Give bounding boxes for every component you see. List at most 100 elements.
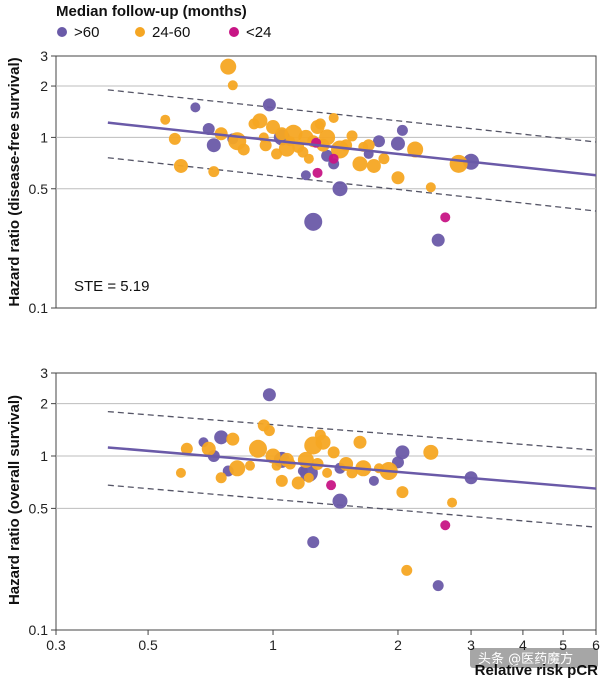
dfs-data-points: [160, 58, 480, 247]
dfs-regression: [107, 121, 597, 177]
os-point: [265, 448, 281, 464]
dfs-point: [227, 80, 238, 91]
dfs-point: [332, 181, 348, 197]
dfs-point: [220, 58, 237, 75]
os-point: [315, 434, 331, 450]
dfs-point: [378, 153, 390, 165]
x-tick-label: 1: [269, 637, 277, 653]
os-y-tick-label: 1: [40, 448, 48, 464]
dfs-point: [262, 98, 276, 112]
legend-swatch-24-60: [135, 27, 145, 37]
x-axis-label: Relative risk pCR: [475, 662, 599, 679]
dfs-point: [362, 139, 375, 152]
os-y-ticks: 3 2 1 0.5 0.1: [29, 365, 56, 638]
watermark-backdrop: [470, 648, 598, 668]
os-regression: [107, 446, 597, 490]
dfs-point: [314, 118, 326, 130]
os-point: [180, 442, 193, 455]
os-lower-bound-line: [107, 484, 597, 528]
dfs-point: [284, 124, 303, 143]
dfs-point: [372, 135, 385, 148]
os-y-axis-label: Hazard ratio (overall survival): [6, 395, 23, 605]
dfs-point: [391, 171, 405, 185]
os-point: [248, 439, 267, 458]
x-tick-label: 0.5: [138, 637, 158, 653]
dfs-point: [259, 139, 272, 152]
legend-title: Median follow-up (months): [56, 3, 247, 20]
x-tick-label: 6: [592, 637, 600, 653]
dfs-point: [237, 143, 250, 156]
dfs-plot-frame: [55, 55, 597, 309]
os-point: [175, 467, 186, 478]
os-point: [396, 486, 409, 499]
dfs-point: [190, 102, 201, 113]
os-point: [244, 460, 255, 471]
os-point: [332, 493, 348, 509]
os-point: [201, 441, 216, 456]
dfs-lower-bound-line: [107, 157, 597, 212]
dfs-point: [300, 170, 311, 181]
os-point: [401, 564, 413, 576]
dfs-point: [206, 138, 221, 153]
x-axis-ticks: 0.3 0.5 1 2 3 4 5 6: [46, 630, 600, 653]
legend-label-24-60: 24-60: [152, 24, 190, 41]
x-tick-label: 0.3: [46, 637, 66, 653]
dfs-y-axis-label: Hazard ratio (disease-free survival): [6, 57, 23, 306]
os-regression-line: [107, 446, 597, 490]
ste-annotation: STE = 5.19: [74, 278, 149, 295]
dfs-y-tick-label: 2: [40, 78, 48, 94]
dfs-point: [160, 114, 171, 125]
legend-label-over-60: >60: [74, 24, 99, 41]
dfs-point: [303, 153, 314, 164]
os-point: [275, 474, 288, 487]
os-point: [262, 388, 276, 402]
dfs-y-tick-label: 1: [40, 129, 48, 145]
os-point: [423, 444, 439, 460]
dfs-point: [304, 212, 323, 231]
dfs-point: [328, 112, 339, 123]
legend-swatch-under-24: [229, 27, 239, 37]
os-point: [368, 475, 379, 486]
dfs-point: [431, 233, 445, 247]
os-point: [327, 446, 340, 459]
dfs-point: [449, 154, 468, 173]
dfs-point: [396, 124, 408, 136]
dfs-point: [390, 136, 405, 151]
x-tick-label: 5: [559, 637, 567, 653]
dfs-y-tick-label: 0.5: [29, 181, 49, 197]
dfs-panel: 3 2 1 0.5 0.1 STE = 5.19 Hazard ratio (disea…: [6, 48, 597, 316]
dfs-point: [346, 130, 358, 142]
os-point: [291, 476, 305, 490]
os-point: [214, 430, 229, 445]
os-point: [229, 460, 246, 477]
dfs-point: [252, 113, 268, 129]
dfs-point: [208, 166, 220, 178]
os-point: [432, 580, 444, 592]
dfs-point: [407, 141, 424, 158]
os-point: [322, 467, 333, 478]
dfs-point: [440, 212, 451, 223]
os-y-tick-label: 3: [40, 365, 48, 381]
x-tick-label: 3: [467, 637, 475, 653]
dfs-y-tick-label: 0.1: [29, 300, 49, 316]
x-tick-label: 2: [394, 637, 402, 653]
legend: Median follow-up (months) >60 24-60 <24: [56, 3, 271, 41]
dfs-point: [168, 132, 181, 145]
os-point: [271, 460, 282, 471]
dfs-point: [312, 167, 323, 178]
dfs-point: [173, 158, 188, 173]
os-point: [326, 480, 337, 491]
os-y-tick-label: 0.5: [29, 500, 49, 516]
dfs-point: [319, 129, 336, 146]
os-point: [226, 432, 240, 446]
dfs-upper-bound-line: [107, 89, 597, 143]
os-point: [447, 497, 458, 508]
dfs-confidence-bounds: [107, 89, 597, 212]
os-point: [440, 520, 451, 531]
x-tick-label: 4: [519, 637, 527, 653]
os-plot-frame: [55, 372, 597, 631]
os-point: [346, 467, 358, 479]
dfs-regression-line: [107, 121, 597, 177]
dfs-point: [425, 182, 436, 193]
